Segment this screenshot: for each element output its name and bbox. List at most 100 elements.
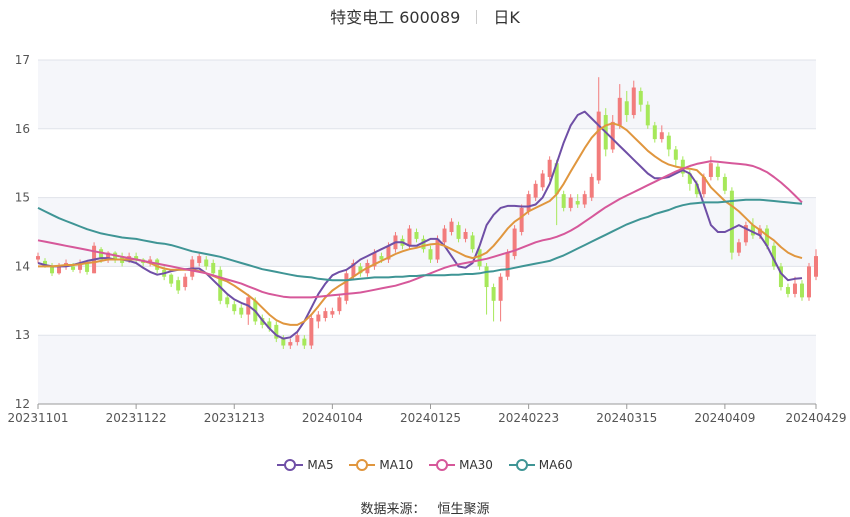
candle-body: [792, 283, 797, 294]
candle-body: [225, 297, 230, 305]
plot-band: [38, 335, 816, 404]
candle-body: [414, 232, 419, 239]
candle: [50, 262, 55, 277]
candle-body: [337, 297, 342, 312]
candle-body: [582, 194, 587, 205]
legend-ma10-label: MA10: [379, 458, 414, 472]
candle-body: [134, 256, 139, 260]
candle-body: [204, 259, 209, 267]
candle: [288, 338, 293, 349]
candle-body: [99, 249, 104, 260]
candle-body: [519, 207, 524, 232]
candle: [78, 259, 83, 274]
candle: [232, 300, 237, 315]
candle-body: [498, 276, 503, 301]
candle-body: [316, 314, 321, 322]
candle-body: [169, 274, 174, 284]
y-tick-label: 16: [15, 122, 30, 136]
candle: [792, 276, 797, 298]
candle: [148, 256, 153, 267]
candle: [785, 283, 790, 298]
candle: [561, 190, 566, 212]
candle-body: [701, 176, 706, 195]
source-label: 数据来源：: [360, 502, 426, 517]
candle-body: [722, 176, 727, 191]
candle-body: [106, 252, 111, 260]
candle-body: [540, 173, 545, 188]
data-source: 数据来源： 恒生聚源: [0, 498, 850, 517]
candle-body: [85, 262, 90, 272]
candle: [302, 335, 307, 349]
candle: [36, 252, 40, 263]
candle-body: [680, 159, 685, 174]
y-tick-label: 15: [15, 191, 30, 205]
candle: [281, 335, 286, 349]
candle: [708, 156, 713, 181]
candle: [645, 101, 650, 129]
candle-body: [624, 101, 629, 116]
x-tick-label: 20240429: [785, 411, 846, 425]
legend-item-ma30[interactable]: MA30: [429, 458, 493, 472]
x-tick-label: 20240104: [302, 411, 363, 425]
candle: [715, 163, 720, 181]
plot-band: [38, 60, 816, 129]
candle-body: [421, 238, 426, 250]
candle: [421, 235, 426, 253]
candle: [533, 180, 538, 202]
candle-body: [36, 256, 40, 260]
plot-band: [38, 197, 816, 267]
candle-body: [43, 260, 48, 266]
candle: [547, 156, 552, 181]
y-tick-label: 13: [15, 328, 30, 342]
candle: [225, 293, 230, 308]
legend-ma30-icon: [429, 459, 456, 471]
candle-body: [505, 252, 510, 277]
candle: [211, 259, 216, 277]
candle: [176, 276, 181, 294]
candle: [498, 273, 503, 322]
candle-body: [638, 90, 643, 105]
candle-body: [358, 266, 363, 274]
candle: [673, 146, 678, 167]
candle: [358, 262, 363, 277]
y-tick-label: 17: [15, 53, 30, 67]
candle: [239, 304, 244, 318]
candle-body: [589, 176, 594, 198]
candle-body: [652, 125, 657, 140]
candle-body: [218, 269, 223, 301]
candle: [477, 245, 482, 270]
candle-body: [267, 321, 272, 329]
candle-body: [456, 225, 461, 239]
candle-body: [687, 173, 692, 184]
legend-ma60-label: MA60: [538, 458, 573, 472]
candle: [652, 121, 657, 143]
source-name: 恒生聚源: [437, 502, 490, 517]
candle: [274, 321, 279, 343]
legend-ma5-label: MA5: [307, 458, 334, 472]
series-line-ma5: [37, 110, 803, 340]
chart-title-text: 特变电工 600089: [330, 8, 461, 27]
x-tick-label: 20240315: [596, 411, 657, 425]
candle-body: [764, 228, 769, 246]
candle: [582, 190, 587, 208]
candle-body: [554, 163, 559, 195]
candle-body: [666, 135, 671, 150]
legend-item-ma60[interactable]: MA60: [508, 458, 573, 472]
candle-body: [575, 201, 580, 205]
legend: MA5 MA10 MA30 MA60: [0, 458, 850, 472]
candle: [729, 187, 734, 260]
candle-body: [596, 111, 601, 181]
candle-body: [814, 256, 818, 277]
legend-item-ma10[interactable]: MA10: [349, 458, 413, 472]
candle-body: [71, 266, 76, 270]
candle: [442, 225, 447, 246]
candle-body: [799, 283, 804, 298]
x-axis: 20231101 20231122 20231213 20240104 20240125…: [7, 403, 847, 425]
x-tick-label: 20240409: [694, 411, 755, 425]
candle: [309, 314, 314, 349]
legend-item-ma5[interactable]: MA5: [277, 458, 334, 472]
candle: [799, 280, 804, 301]
candle-body: [442, 228, 447, 243]
x-tick-label: 20231122: [106, 411, 167, 425]
series-line-ma10: [38, 122, 803, 326]
